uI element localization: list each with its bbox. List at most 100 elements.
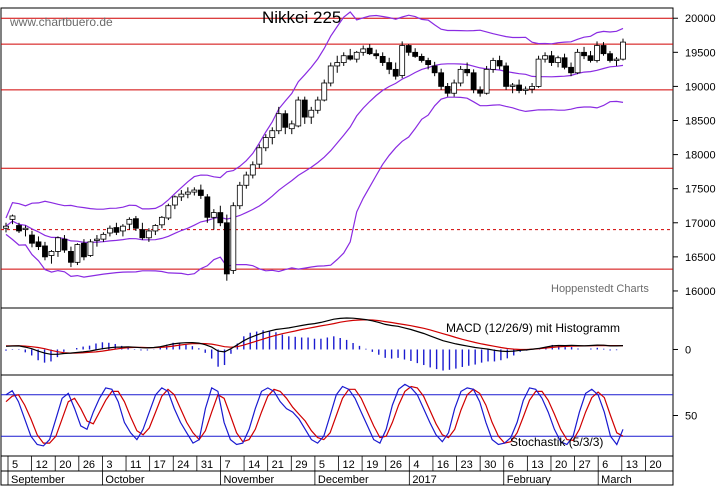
candle-body bbox=[334, 62, 341, 67]
candle-body bbox=[607, 53, 613, 61]
x-tick-label: 12 bbox=[343, 459, 355, 471]
candle-body bbox=[496, 60, 503, 67]
candle-body bbox=[321, 82, 328, 101]
candle-body bbox=[399, 45, 406, 76]
candle-body bbox=[249, 164, 256, 176]
x-tick-label: 14 bbox=[248, 459, 260, 471]
candle-body bbox=[282, 113, 289, 128]
candle-body bbox=[197, 189, 204, 196]
candle-body bbox=[314, 99, 321, 111]
x-month-label: September bbox=[11, 474, 65, 486]
candle-body bbox=[55, 237, 61, 252]
x-tick-label: 3 bbox=[106, 459, 112, 471]
y-tick-label: 17500 bbox=[685, 184, 716, 196]
candle-body bbox=[132, 218, 139, 229]
x-tick-label: 11 bbox=[130, 459, 141, 471]
y-tick-label: 18500 bbox=[685, 116, 716, 128]
candle-body bbox=[256, 147, 263, 165]
y-tick-label: 19000 bbox=[685, 81, 716, 93]
candle-body bbox=[3, 225, 9, 229]
candle-body bbox=[223, 222, 230, 275]
x-tick-label: 20 bbox=[649, 459, 661, 471]
candle-body bbox=[126, 218, 133, 225]
stochastic-k-line bbox=[5, 383, 624, 447]
candle-body bbox=[444, 86, 451, 94]
band-middle-line bbox=[5, 63, 624, 243]
price-panel: 16000 16500 17000 17500 18000 18500 19000 19500… bbox=[0, 7, 716, 309]
x-tick-label: 12 bbox=[36, 459, 48, 471]
candle-body bbox=[418, 56, 425, 61]
candle-body bbox=[217, 212, 224, 224]
candle-body bbox=[522, 88, 529, 91]
candle-body bbox=[22, 227, 29, 230]
y-tick-label: 20000 bbox=[685, 13, 716, 25]
y-tick-label: 17000 bbox=[685, 218, 716, 230]
candle-body bbox=[542, 55, 548, 60]
x-tick-label: 21 bbox=[272, 459, 284, 471]
candle-body bbox=[477, 89, 484, 94]
candle-body bbox=[581, 51, 587, 57]
candle-body bbox=[451, 82, 458, 94]
candle-body bbox=[262, 137, 269, 149]
candle-body bbox=[347, 55, 354, 60]
candle-body bbox=[35, 241, 42, 248]
candle-body bbox=[490, 60, 497, 70]
candle-body bbox=[620, 41, 626, 60]
candle-body bbox=[594, 45, 600, 61]
candle-body bbox=[165, 205, 172, 219]
candle-body bbox=[425, 60, 432, 65]
stochastic-tick-label: 50 bbox=[685, 411, 697, 423]
candle-body bbox=[94, 238, 100, 241]
candle-body bbox=[230, 205, 237, 271]
x-tick-label: 7 bbox=[224, 459, 230, 471]
candle-body bbox=[139, 229, 146, 239]
candle-body bbox=[243, 174, 250, 186]
macd-tick-label: 0 bbox=[685, 344, 691, 356]
watermark: www.chartbuero.de bbox=[9, 15, 113, 29]
candle-body bbox=[555, 57, 561, 63]
candle-body bbox=[145, 230, 152, 239]
candle-body bbox=[457, 68, 464, 84]
candle-body bbox=[470, 72, 477, 91]
macd-line bbox=[5, 317, 624, 355]
x-tick-label: 13 bbox=[626, 459, 638, 471]
x-month-label: March bbox=[601, 474, 632, 486]
candle-body bbox=[210, 212, 217, 218]
candle-body bbox=[74, 244, 81, 263]
candle-body bbox=[171, 196, 178, 206]
band-upper-line bbox=[5, 11, 624, 219]
candle-body bbox=[412, 51, 419, 57]
candle-body bbox=[9, 215, 16, 220]
candle-body bbox=[529, 86, 535, 90]
x-month-label: December bbox=[318, 474, 369, 486]
candle-body bbox=[178, 193, 185, 198]
candle-body bbox=[503, 65, 509, 87]
credit-note: Hoppenstedt Charts bbox=[551, 283, 649, 295]
candle-body bbox=[204, 196, 211, 218]
candle-body bbox=[191, 189, 198, 193]
candle-body bbox=[275, 113, 282, 132]
y-tick-label: 16500 bbox=[685, 252, 716, 264]
candle-body bbox=[29, 234, 35, 244]
x-tick-label: 24 bbox=[177, 459, 189, 471]
x-tick-label: 27 bbox=[579, 459, 591, 471]
candle-body bbox=[42, 245, 48, 258]
candle-body bbox=[81, 242, 87, 258]
candle-body bbox=[561, 57, 568, 68]
candle-body bbox=[574, 51, 581, 74]
x-month-label: 2017 bbox=[412, 474, 436, 486]
x-month-label: November bbox=[223, 474, 274, 486]
candle-body bbox=[308, 109, 315, 118]
x-tick-label: 26 bbox=[83, 459, 95, 471]
candle-body bbox=[360, 48, 367, 53]
y-tick-label: 16000 bbox=[685, 286, 716, 298]
candle-body bbox=[327, 65, 334, 84]
macd-panel: 0 bbox=[0, 307, 691, 376]
chart-title: Nikkei 225 bbox=[262, 8, 341, 27]
y-tick-label: 19500 bbox=[685, 47, 716, 59]
stochastic-label: Stochastik (5/3/3) bbox=[510, 435, 603, 449]
candle-body bbox=[587, 55, 594, 61]
x-tick-label: 17 bbox=[154, 459, 166, 471]
candle-body bbox=[535, 58, 542, 87]
candle-body bbox=[464, 68, 471, 74]
